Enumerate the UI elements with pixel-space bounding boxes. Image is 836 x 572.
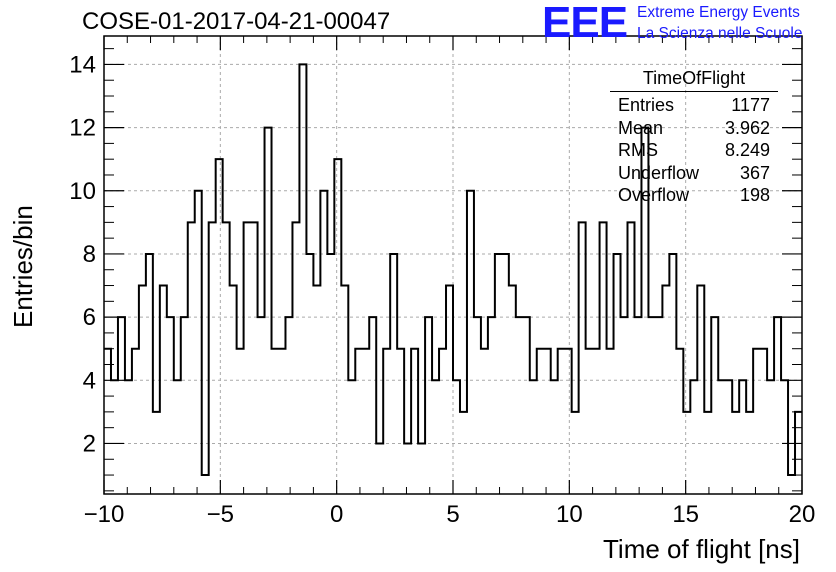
x-tick-label: −10 [84, 501, 125, 528]
y-axis-label: Entries/bin [8, 205, 38, 328]
stats-value: 3.962 [724, 117, 770, 138]
chart-title: COSE-01-2017-04-21-00047 [82, 8, 391, 35]
stats-value: 198 [739, 185, 770, 206]
y-tick-label: 8 [83, 241, 96, 268]
stats-label: Mean [618, 117, 664, 138]
stats-box: TimeOfFlight Entries 1177 Mean 3.962 RMS… [610, 68, 778, 207]
stats-row-mean: Mean 3.962 [610, 117, 778, 140]
y-tick-label: 6 [83, 304, 96, 331]
y-tick-label: 2 [83, 430, 96, 457]
x-tick-label: 0 [330, 501, 343, 528]
x-tick-label: 10 [556, 501, 583, 528]
y-tick-label: 4 [83, 367, 96, 394]
y-tick-label: 14 [69, 51, 96, 78]
stats-row-entries: Entries 1177 [610, 94, 778, 117]
logo-line-2: La Scienza nelle Scuole [637, 25, 803, 42]
y-tick-label: 12 [69, 115, 96, 142]
grid-lines [104, 36, 802, 494]
eee-logo: EEE [542, 0, 628, 47]
stats-row-rms: RMS 8.249 [610, 139, 778, 162]
stats-title: TimeOfFlight [610, 68, 778, 92]
stats-label: Entries [618, 95, 675, 115]
stats-label: Overflow [618, 185, 690, 206]
x-axis-label: Time of flight [ns] [603, 534, 800, 564]
logo-line-1: Extreme Energy Events [637, 4, 800, 21]
stats-label: RMS [618, 140, 658, 161]
histogram-line [104, 63, 802, 477]
stats-value: 8.249 [724, 140, 770, 161]
stats-label: Underflow [618, 162, 700, 183]
y-tick-labels: 2 4 6 8 10 12 14 [69, 51, 96, 457]
x-tick-label: −5 [207, 501, 234, 528]
stats-value: 367 [739, 162, 770, 183]
stats-row-underflow: Underflow 367 [610, 162, 778, 185]
x-tick-label: 5 [446, 501, 459, 528]
stats-row-overflow: Overflow 198 [610, 184, 778, 207]
x-tick-label: 15 [672, 501, 699, 528]
axis-ticks [103, 36, 803, 494]
y-tick-label: 10 [69, 178, 96, 205]
x-tick-label: 20 [789, 501, 816, 528]
stats-value: 1177 [731, 95, 770, 115]
x-tick-labels: −10 −5 0 5 10 15 20 [84, 501, 816, 528]
